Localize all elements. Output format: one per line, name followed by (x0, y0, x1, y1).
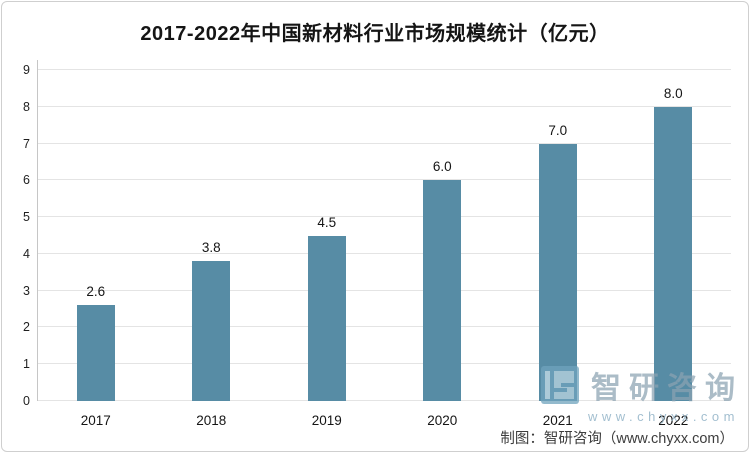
bar (192, 261, 231, 401)
x-axis-label: 2020 (427, 413, 458, 428)
bar-value-label: 7.0 (548, 122, 568, 138)
bar-column: 2.6 2017 (38, 60, 154, 428)
x-axis-label: 2017 (80, 413, 111, 428)
bar (538, 143, 577, 401)
chart-title: 2017-2022年中国新材料行业市场规模统计（亿元） (140, 23, 610, 45)
gridline (38, 69, 731, 70)
x-axis-label: 2019 (311, 413, 342, 428)
plot-area: 0 1 2 3 4 5 6 7 8 9 2.6 2017 3.8 2018 4.5 2019 6.0 2020 7… (23, 60, 732, 428)
bar-column: 4.5 2019 (269, 60, 385, 428)
bar-value-label: 8.0 (663, 85, 683, 101)
gridline (38, 105, 731, 107)
bar (423, 180, 462, 401)
bar (307, 235, 346, 401)
gridline (38, 400, 731, 401)
y-axis-tick-label: 6 (23, 173, 30, 188)
y-axis-tick-label: 4 (23, 246, 30, 261)
bar-value-label: 6.0 (432, 159, 452, 175)
y-axis-tick-label: 5 (23, 210, 30, 225)
gridline (38, 289, 731, 291)
bar-column: 6.0 2020 (385, 60, 501, 428)
y-axis-tick-label: 8 (23, 99, 30, 114)
x-axis-label: 2022 (658, 413, 689, 428)
bar-series: 2.6 2017 3.8 2018 4.5 2019 6.0 2020 7.0 2021 8.0 20… (38, 60, 732, 428)
y-axis-tick-label: 9 (23, 63, 30, 77)
x-axis-label: 2018 (196, 413, 227, 428)
bar-value-label: 4.5 (317, 214, 337, 230)
bar-value-label: 2.6 (86, 284, 106, 300)
bar (654, 106, 693, 401)
gridline (38, 252, 731, 254)
x-axis-label: 2021 (542, 413, 573, 428)
y-axis-tick-label: 2 (23, 320, 30, 335)
bar-column: 8.0 2022 (616, 60, 732, 428)
bar-column: 3.8 2018 (154, 60, 270, 428)
gridline (38, 363, 731, 365)
gridline (38, 326, 731, 328)
gridline (38, 179, 731, 181)
y-axis-tick-label: 1 (23, 357, 30, 372)
gridline (38, 142, 731, 144)
attribution-text: 制图：智研咨询（www.chyxx.com） (500, 431, 734, 447)
y-axis-tick-label: 7 (23, 136, 30, 151)
bar (76, 305, 115, 401)
bar-column: 7.0 2021 (500, 60, 616, 428)
y-axis-tick-label: 3 (23, 283, 30, 298)
gridline (38, 216, 731, 218)
y-axis-tick-label: 0 (23, 394, 30, 408)
y-axis-line (37, 60, 38, 401)
bar-value-label: 3.8 (201, 240, 221, 256)
